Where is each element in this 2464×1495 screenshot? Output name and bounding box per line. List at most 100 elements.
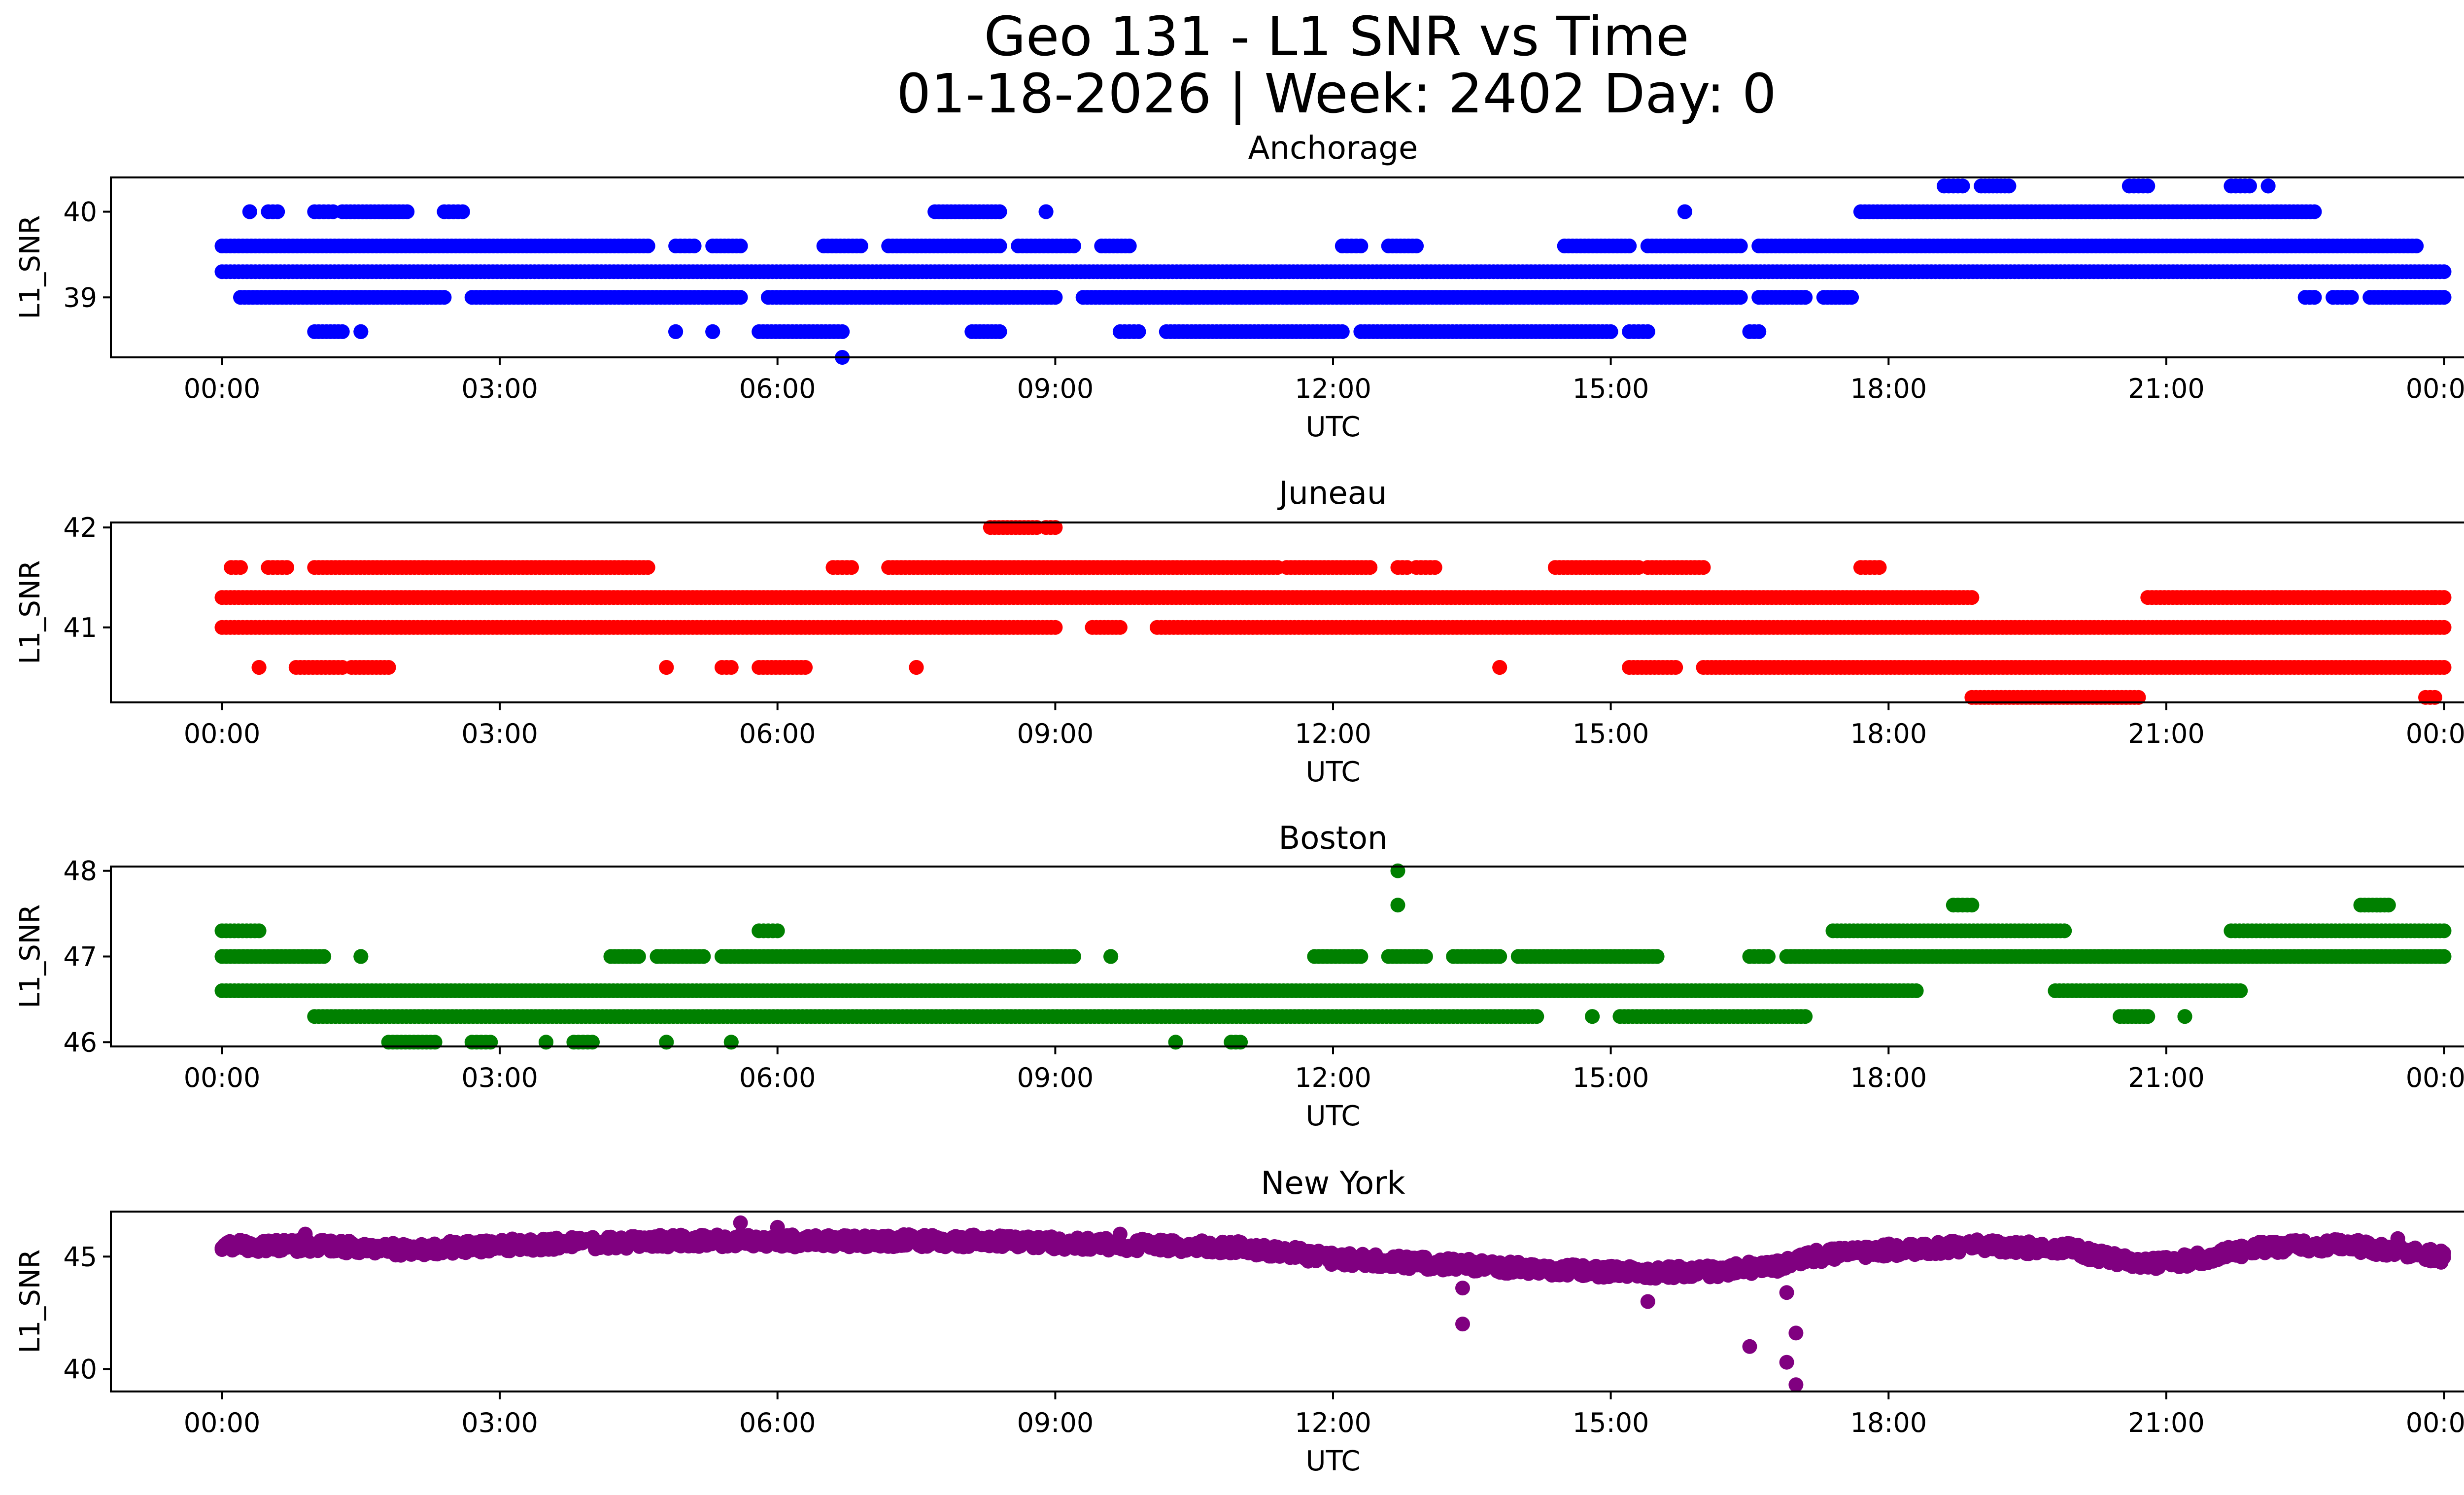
anchorage-data-point [733, 239, 748, 253]
anchorage-data-point [1622, 239, 1637, 253]
boston-data-point [1066, 949, 1081, 964]
juneau-data-point [798, 660, 813, 675]
anchorage-data-point [2307, 204, 2322, 219]
anchorage-data-point [835, 324, 850, 339]
boston-data-point [1649, 949, 1665, 964]
anchorage-data-point [1131, 324, 1146, 339]
juneau-data-point [1048, 620, 1063, 635]
anchorage-subplot-title: Anchorage [1248, 130, 1418, 167]
juneau-x-tick-label: 03:00 [461, 718, 538, 749]
boston-data-point [770, 923, 785, 939]
boston-data-point [1585, 1009, 1600, 1024]
boston-data-point [1353, 949, 1369, 964]
juneau-data-point [233, 560, 248, 575]
juneau-data-point [1964, 590, 1980, 605]
anchorage-data-point [1751, 324, 1767, 339]
anchorage-data-point [1844, 290, 1859, 305]
anchorage-x-tick-label: 03:00 [461, 373, 538, 404]
juneau-y-tick-label: 42 [63, 512, 97, 543]
boston-data-point [1103, 949, 1119, 964]
juneau-x-tick-label: 18:00 [1850, 718, 1927, 749]
juneau-data-point [1668, 660, 1683, 675]
anchorage-data-point [1733, 239, 1748, 253]
boston-x-tick-label: 12:00 [1295, 1062, 1371, 1093]
anchorage-data-point [353, 324, 369, 339]
boston-data-point [1761, 949, 1776, 964]
anchorage-x-tick-label: 21:00 [2128, 373, 2205, 404]
juneau-y-axis: 41 42 [63, 512, 111, 643]
anchorage-data-point [1048, 290, 1063, 305]
anchorage-x-tick-label: 12:00 [1295, 373, 1371, 404]
juneau-data-point [381, 660, 396, 675]
boston-data-point [2436, 923, 2452, 939]
boston-data-point [316, 949, 332, 964]
juneau-x-tick-label: 00:00 [2406, 718, 2464, 749]
juneau-outlier-point [2427, 590, 2442, 605]
juneau-x-tick-label: 15:00 [1573, 718, 1649, 749]
anchorage-data-point [992, 239, 1007, 253]
anchorage-x-tick-label: 06:00 [739, 373, 816, 404]
anchorage-x-tick-label: 09:00 [1017, 373, 1094, 404]
anchorage-points [214, 178, 2452, 365]
anchorage-data-point [1955, 178, 1970, 194]
boston-x-axis: 00:00 03:00 06:00 09:00 12:00 15:00 18:00 21:00… [184, 1046, 2464, 1093]
boston-data-point [1418, 949, 1433, 964]
anchorage-data-point [705, 324, 720, 339]
boston-data-point [1798, 1009, 1813, 1024]
anchorage-data-point [992, 204, 1007, 219]
juneau-data-point [1872, 560, 1887, 575]
boston-data-point [2436, 949, 2452, 964]
juneau-x-axis-label: UTC [1305, 756, 1360, 788]
juneau-data-point [659, 660, 674, 675]
anchorage-data-point [2260, 178, 2276, 194]
anchorage-x-tick-label: 15:00 [1573, 373, 1649, 404]
boston-x-tick-label: 21:00 [2128, 1062, 2205, 1093]
anchorage-y-axis-label: L1_SNR [14, 215, 46, 319]
juneau-data-point [2436, 660, 2452, 675]
juneau-points [214, 520, 2452, 705]
anchorage-data-point [1603, 324, 1618, 339]
anchorage-data-point [1038, 204, 1054, 219]
anchorage-data-point [2436, 264, 2452, 279]
boston-x-tick-label: 00:00 [184, 1062, 261, 1093]
boston-data-point [251, 923, 267, 939]
boston-data-point [2057, 923, 2072, 939]
juneau-data-point [279, 560, 294, 575]
juneau-data-point [1427, 560, 1442, 575]
anchorage-data-point [2436, 290, 2452, 305]
juneau-data-point [844, 560, 859, 575]
anchorage-x-axis-label: UTC [1305, 411, 1360, 443]
anchorage-y-tick-label: 39 [63, 282, 97, 313]
boston-x-tick-label: 00:00 [2406, 1062, 2464, 1093]
juneau-data-point [1492, 660, 1507, 675]
juneau-data-point [1696, 560, 1711, 575]
anchorage-data-point [1733, 290, 1748, 305]
boston-subplot-title: Boston [1278, 820, 1387, 857]
figure-title-line2: 01-18-2026 | Week: 2402 Day: 0 [896, 62, 1777, 126]
boston-data-point [1909, 983, 1924, 998]
anchorage-data-point [2001, 178, 2017, 194]
anchorage-data-point [1353, 239, 1369, 253]
boston-y-tick-label: 46 [63, 1027, 97, 1058]
boston-data-point [631, 949, 646, 964]
anchorage-data-point [400, 204, 415, 219]
anchorage-data-point [1066, 239, 1081, 253]
anchorage-data-point [2242, 178, 2257, 194]
anchorage-x-tick-label: 18:00 [1850, 373, 1927, 404]
juneau-y-tick-label: 41 [63, 612, 97, 643]
juneau-x-tick-label: 21:00 [2128, 718, 2205, 749]
boston-data-point [2233, 983, 2248, 998]
juneau-x-axis: 00:00 03:00 06:00 09:00 12:00 15:00 18:00 21:00… [184, 702, 2464, 749]
anchorage-x-axis: 00:00 03:00 06:00 09:00 12:00 15:00 18:00 21:00… [184, 357, 2464, 404]
juneau-x-tick-label: 00:00 [184, 718, 261, 749]
anchorage-y-tick-label: 40 [63, 197, 97, 228]
anchorage-data-point [2409, 239, 2424, 253]
anchorage-data-point [270, 204, 285, 219]
juneau-data-point [909, 660, 924, 675]
anchorage-data-point [2344, 290, 2359, 305]
